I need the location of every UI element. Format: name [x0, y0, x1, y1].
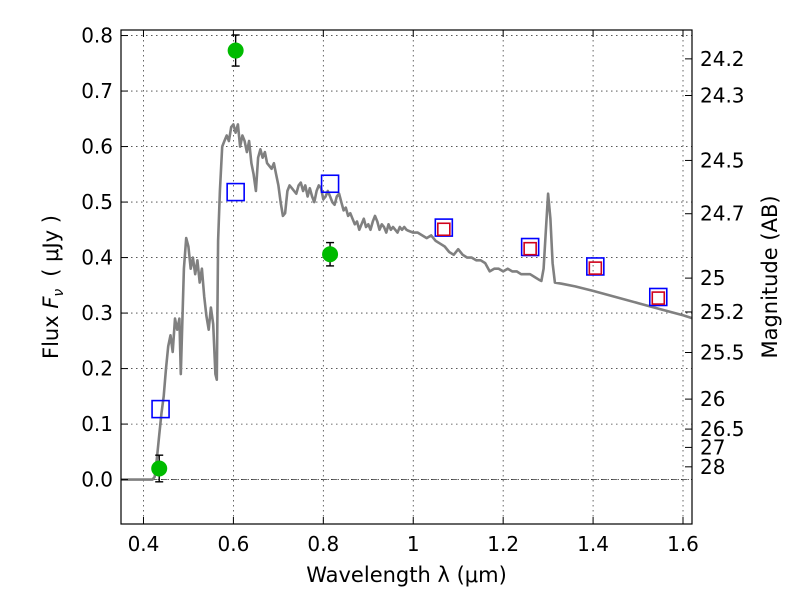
y2-tick-label: 27: [700, 435, 725, 459]
y-axis-label: Flux Fν ( μJy ): [39, 215, 67, 359]
red-square-marker: [437, 222, 451, 237]
y2-tick-label: 26.5: [700, 417, 745, 441]
blue-square-marker: [520, 237, 540, 257]
red-square-marker: [651, 291, 666, 305]
y2-tick-label: 24.2: [700, 47, 745, 71]
y2-tick-label: 24.3: [700, 83, 745, 107]
x-axis-label: Wavelength λ (μm): [306, 563, 507, 587]
blue-square-marker: [226, 182, 245, 202]
y2-tick-label: 25.2: [700, 300, 745, 324]
x-tick-label: 0.6: [217, 532, 249, 556]
x-tick-label: 1.4: [577, 532, 609, 556]
blue-square-marker: [320, 174, 340, 194]
blue-square-marker: [648, 287, 668, 307]
red-square-marker: [588, 261, 603, 275]
y-axis-ticks: 0.0 0.1 0.2 0.3 0.4 0.5 0.6 0.7 0.8: [81, 24, 128, 492]
y-axis-label-unit: ( μJy ): [39, 215, 63, 277]
y-tick-label: 0.1: [81, 412, 113, 436]
x-tick-label: 0.4: [128, 532, 160, 556]
y2-tick-label: 24.7: [700, 202, 745, 226]
blue-square-marker: [434, 218, 454, 237]
y-tick-label: 0.4: [81, 246, 113, 270]
blue-square-marker: [151, 399, 170, 419]
y-tick-label: 0.5: [81, 190, 113, 214]
y2-tick-label: 28: [700, 455, 725, 479]
y-tick-label: 0.8: [81, 24, 113, 48]
photometry-markers: [151, 34, 668, 483]
y2-tick-label: 26: [700, 387, 725, 411]
green-circle-marker: [151, 460, 168, 477]
x-axis-ticks: 0.4 0.6 0.8 1 1.2 1.4 1.6: [128, 30, 699, 556]
green-circle-marker: [322, 246, 339, 263]
y-tick-label: 0.0: [81, 468, 113, 492]
x-tick-label: 1: [407, 532, 420, 556]
red-square-marker: [523, 241, 537, 256]
y-tick-label: 0.2: [81, 357, 113, 381]
blue-square-marker: [586, 257, 605, 276]
y2-axis-label: Magnitude (AB): [758, 195, 782, 358]
model-spectrum-line: [121, 123, 693, 481]
y-axis-label-sub: ν: [51, 289, 67, 297]
y-axis-label-pre: Flux: [39, 309, 63, 359]
y-axis-label-var: F: [39, 296, 63, 309]
x-tick-label: 0.8: [307, 532, 339, 556]
x-tick-label: 1.6: [667, 532, 699, 556]
y-tick-label: 0.7: [81, 79, 113, 103]
y-tick-label: 0.6: [81, 135, 113, 159]
y2-tick-label: 25: [700, 266, 725, 290]
y-tick-label: 0.3: [81, 301, 113, 325]
y2-tick-label: 24.5: [700, 148, 745, 172]
plot-frame: [120, 29, 693, 525]
x-tick-label: 1.2: [487, 532, 519, 556]
y2-tick-label: 25.5: [700, 340, 745, 364]
green-circle-marker: [227, 42, 244, 59]
